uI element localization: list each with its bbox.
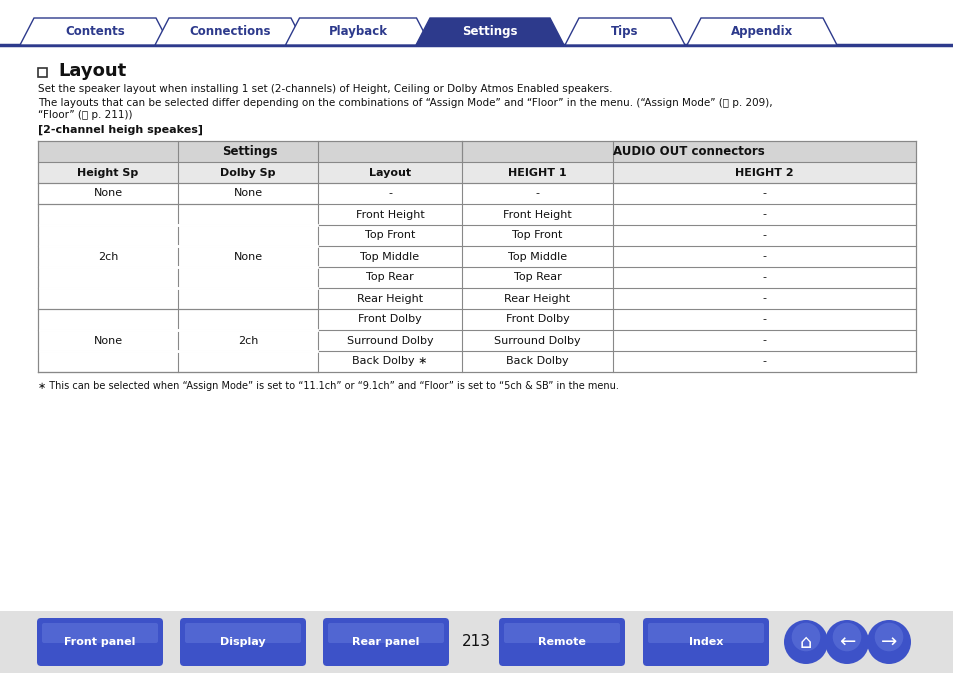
FancyBboxPatch shape <box>180 618 306 666</box>
Circle shape <box>866 620 910 664</box>
Text: Index: Index <box>688 637 722 647</box>
FancyBboxPatch shape <box>647 623 763 643</box>
Text: Layout: Layout <box>58 62 126 80</box>
Text: Contents: Contents <box>65 25 125 38</box>
Text: Rear panel: Rear panel <box>352 637 419 647</box>
Text: Top Rear: Top Rear <box>366 273 414 283</box>
Bar <box>0 611 953 673</box>
Text: Settings: Settings <box>462 25 517 38</box>
Text: Settings: Settings <box>222 145 277 158</box>
Text: Front Height: Front Height <box>355 209 424 219</box>
Text: Back Dolby: Back Dolby <box>506 357 568 367</box>
Text: Surround Dolby: Surround Dolby <box>494 336 580 345</box>
Text: [2-channel heigh speakes]: [2-channel heigh speakes] <box>38 125 203 135</box>
Polygon shape <box>154 18 305 45</box>
Text: 213: 213 <box>461 635 490 649</box>
Text: Dolby Sp: Dolby Sp <box>220 168 275 178</box>
Circle shape <box>791 623 820 651</box>
Text: Appendix: Appendix <box>730 25 792 38</box>
Text: -: - <box>761 273 765 283</box>
Circle shape <box>874 623 902 651</box>
FancyBboxPatch shape <box>503 623 619 643</box>
Circle shape <box>824 620 868 664</box>
Text: Back Dolby ∗: Back Dolby ∗ <box>352 357 427 367</box>
Text: AUDIO OUT connectors: AUDIO OUT connectors <box>613 145 764 158</box>
FancyBboxPatch shape <box>323 618 449 666</box>
Text: HEIGHT 2: HEIGHT 2 <box>735 168 793 178</box>
Text: →: → <box>880 633 896 651</box>
Text: -: - <box>761 357 765 367</box>
FancyBboxPatch shape <box>642 618 768 666</box>
Text: Front panel: Front panel <box>64 637 135 647</box>
Text: Front Dolby: Front Dolby <box>505 314 569 324</box>
Text: -: - <box>761 336 765 345</box>
Polygon shape <box>416 18 563 45</box>
Text: The layouts that can be selected differ depending on the combinations of “Assign: The layouts that can be selected differ … <box>38 98 772 108</box>
Polygon shape <box>686 18 836 45</box>
Text: None: None <box>233 188 262 199</box>
Text: -: - <box>761 293 765 304</box>
Text: “Floor” ( p. 211)): “Floor” ( p. 211)) <box>38 110 132 120</box>
Polygon shape <box>564 18 684 45</box>
Bar <box>38 162 915 183</box>
Text: Rear Height: Rear Height <box>504 293 570 304</box>
Text: Height Sp: Height Sp <box>77 168 138 178</box>
Text: Tips: Tips <box>611 25 639 38</box>
Bar <box>38 141 915 162</box>
Text: ←: ← <box>838 633 854 651</box>
Text: Top Middle: Top Middle <box>507 252 566 262</box>
Text: -: - <box>761 188 765 199</box>
Text: Top Rear: Top Rear <box>513 273 560 283</box>
Text: ∗ This can be selected when “Assign Mode” is set to “11.1ch” or “9.1ch” and “Flo: ∗ This can be selected when “Assign Mode… <box>38 381 618 391</box>
Text: -: - <box>761 252 765 262</box>
Text: Layout: Layout <box>369 168 411 178</box>
Text: -: - <box>535 188 539 199</box>
Polygon shape <box>20 18 170 45</box>
Text: 2ch: 2ch <box>237 336 258 345</box>
Text: None: None <box>93 188 122 199</box>
Text: -: - <box>388 188 392 199</box>
FancyBboxPatch shape <box>42 623 158 643</box>
Text: Connections: Connections <box>189 25 271 38</box>
Text: Rear Height: Rear Height <box>356 293 422 304</box>
Text: Top Middle: Top Middle <box>360 252 419 262</box>
Text: Top Front: Top Front <box>364 230 415 240</box>
Text: None: None <box>93 336 122 345</box>
Text: ⌂: ⌂ <box>799 633 811 651</box>
Text: None: None <box>233 252 262 262</box>
Text: Set the speaker layout when installing 1 set (2-channels) of Height, Ceiling or : Set the speaker layout when installing 1… <box>38 84 612 94</box>
Polygon shape <box>285 18 430 45</box>
Text: -: - <box>761 209 765 219</box>
Circle shape <box>783 620 827 664</box>
FancyBboxPatch shape <box>185 623 301 643</box>
Text: HEIGHT 1: HEIGHT 1 <box>508 168 566 178</box>
Text: Front Height: Front Height <box>502 209 571 219</box>
Text: -: - <box>761 314 765 324</box>
Circle shape <box>832 623 861 651</box>
FancyBboxPatch shape <box>498 618 624 666</box>
Text: Front Dolby: Front Dolby <box>357 314 421 324</box>
Text: 2ch: 2ch <box>98 252 118 262</box>
Text: Playback: Playback <box>328 25 387 38</box>
Text: Surround Dolby: Surround Dolby <box>346 336 433 345</box>
FancyBboxPatch shape <box>37 618 163 666</box>
Text: Top Front: Top Front <box>512 230 562 240</box>
Bar <box>38 68 47 77</box>
Text: Display: Display <box>220 637 266 647</box>
Text: -: - <box>761 230 765 240</box>
Text: Remote: Remote <box>537 637 585 647</box>
FancyBboxPatch shape <box>328 623 443 643</box>
